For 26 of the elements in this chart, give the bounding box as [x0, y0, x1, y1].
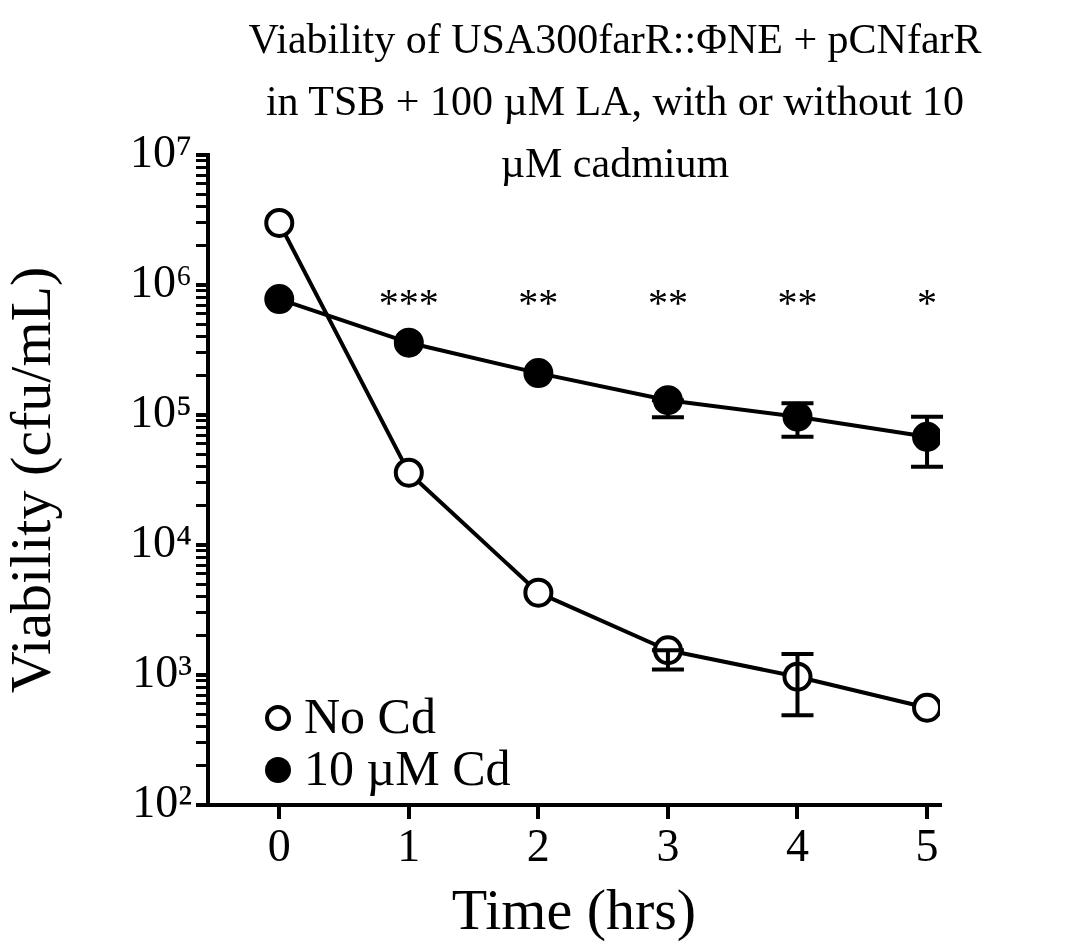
point [393, 327, 424, 358]
y-tick-label: 10⁴ [129, 516, 192, 568]
x-tick-label: 5 [915, 819, 939, 871]
y-tick-label: 10³ [132, 646, 192, 698]
annotation: ** [518, 279, 559, 325]
point [393, 457, 424, 488]
y-tick-label: 10² [132, 776, 192, 828]
x-tick-label: 4 [785, 819, 809, 871]
annotation: *** [378, 279, 439, 325]
point [523, 358, 554, 389]
y-axis-title: Viability (cfu/mL) [0, 266, 64, 694]
annotation: ** [647, 279, 688, 325]
y-tick-label: 10⁶ [129, 256, 192, 308]
point [523, 577, 554, 608]
x-axis-title: Time (hrs) [451, 877, 697, 943]
x-tick-label: 2 [526, 819, 550, 871]
y-tick-label: 10⁷ [129, 126, 192, 178]
point [264, 284, 295, 315]
x-tick-label: 3 [656, 819, 680, 871]
y-tick-label: 10⁵ [129, 386, 192, 438]
point [264, 207, 295, 238]
chart-title: Viability of USA300farR::ΦNE + pCNfarR in TSB + 100 µM LA, with or without 10 µM cadmium [247, 15, 983, 188]
annotation: * [917, 279, 938, 325]
x-tick-label: 0 [267, 819, 291, 871]
x-tick-label: 1 [397, 819, 421, 871]
annotation: ** [777, 279, 818, 325]
